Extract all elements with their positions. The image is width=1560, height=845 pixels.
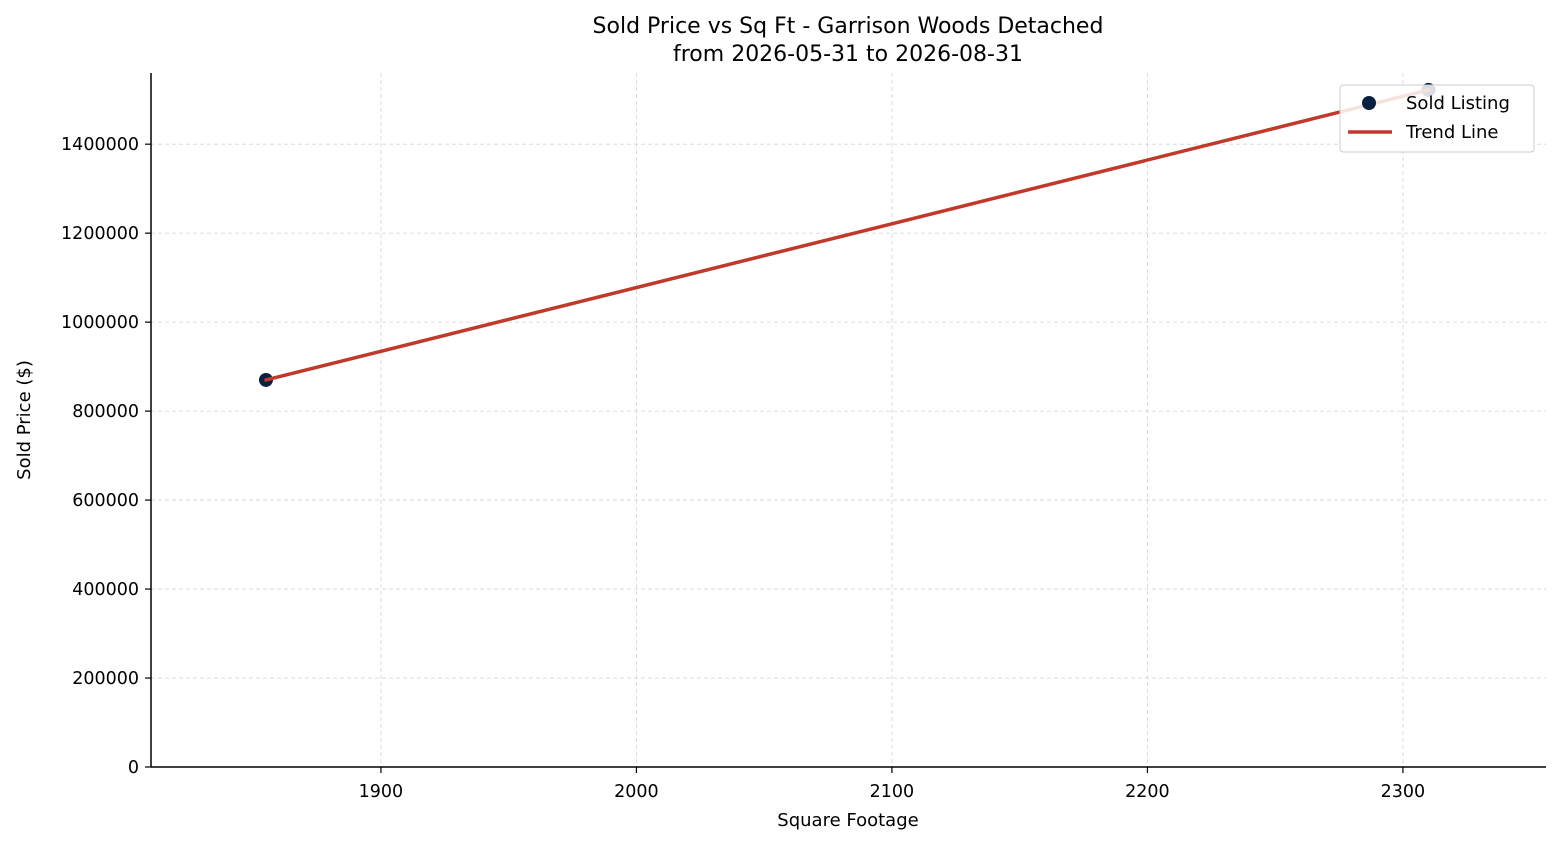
y-tick-label: 800000 [72, 402, 139, 422]
chart-title: Sold Price vs Sq Ft - Garrison Woods Det… [593, 14, 1104, 39]
x-tick-label: 2000 [614, 782, 659, 802]
trend-line [264, 88, 1431, 382]
chart-subtitle: from 2026-05-31 to 2026-08-31 [673, 42, 1023, 67]
y-tick-label: 1400000 [61, 135, 139, 155]
grid [151, 73, 1546, 768]
x-axis-label: Square Footage [777, 810, 918, 831]
legend-label-trend-line: Trend Line [1405, 122, 1499, 143]
x-tick-label: 1900 [359, 782, 404, 802]
y-tick-label: 400000 [72, 580, 139, 600]
y-tick-label: 1200000 [61, 224, 139, 244]
x-tick-label: 2300 [1381, 782, 1426, 802]
y-tick-label: 1000000 [61, 313, 139, 333]
x-tick-label: 2200 [1125, 782, 1170, 802]
ticks: 1900 2000 2100 2200 2300 0 200000 400000 600000 8… [61, 135, 1425, 802]
legend-label-sold-listing: Sold Listing [1406, 93, 1510, 114]
axes [150, 73, 1546, 768]
x-tick-label: 2100 [870, 782, 915, 802]
y-tick-label: 600000 [72, 491, 139, 511]
legend: Sold Listing Trend Line [1339, 84, 1535, 153]
y-tick-label: 200000 [72, 669, 139, 689]
legend-box [1339, 84, 1535, 153]
legend-sold-listing-marker [1362, 96, 1376, 110]
y-axis-label: Sold Price ($) [14, 360, 35, 480]
y-tick-label: 0 [128, 758, 139, 778]
